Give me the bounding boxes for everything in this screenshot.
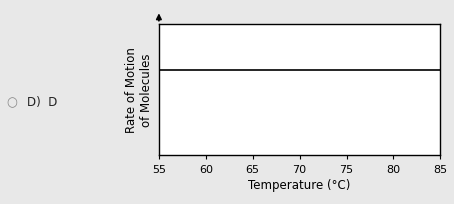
X-axis label: Temperature (°C): Temperature (°C) xyxy=(248,178,351,191)
Y-axis label: Rate of Motion
of Molecules: Rate of Motion of Molecules xyxy=(125,47,153,132)
Text: D)  D: D) D xyxy=(27,95,58,109)
Text: ○: ○ xyxy=(7,95,18,109)
